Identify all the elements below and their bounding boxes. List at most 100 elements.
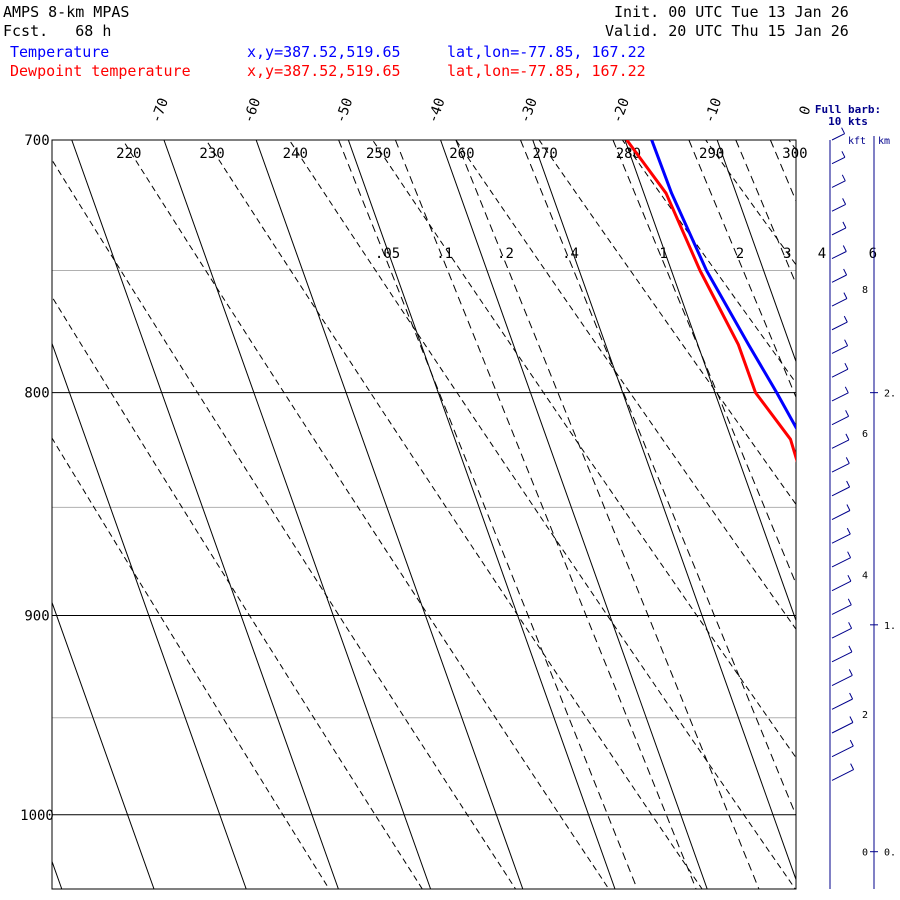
wind-barb <box>831 339 849 354</box>
isotherm-label-0: 0 <box>797 104 815 117</box>
isotherm--40 <box>440 140 708 889</box>
wind-barb <box>831 598 852 615</box>
init-time: Init. 00 UTC Tue 13 Jan 26 <box>614 3 849 21</box>
dry-adiabat-230 <box>205 140 703 889</box>
wind-barb <box>831 410 850 426</box>
wind-barb <box>831 433 850 449</box>
isobar-label-900: 900 <box>24 608 49 624</box>
mixing-ratio-label-2: 2 <box>736 246 744 262</box>
mixing-ratio-label-3: 3 <box>783 246 791 262</box>
wind-barb <box>831 315 848 331</box>
fcst-value: 68 h <box>75 22 112 40</box>
mixing-ratio-label-.05: .05 <box>375 246 400 262</box>
valid-time: Valid. 20 UTC Thu 15 Jan 26 <box>605 22 849 40</box>
dry-adiabat-320 <box>850 0 900 900</box>
height-km-label-2.: 2. <box>884 389 896 400</box>
dry-adiabat-310 <box>768 0 900 900</box>
wind-barb <box>831 268 848 283</box>
height-kft-label-0: 0 <box>862 848 868 859</box>
init-value: 00 UTC Tue 13 Jan 26 <box>668 3 849 21</box>
temperature-line <box>650 140 796 431</box>
isotherm--70 <box>163 140 432 889</box>
model-title: AMPS 8-km MPAS <box>3 3 130 21</box>
mixing-ratio-line-2 <box>688 140 796 399</box>
mixing-ratio-line-0.05 <box>338 140 638 889</box>
isotherm-label--60: -60 <box>241 96 265 125</box>
height-km-label-1.: 1. <box>884 621 896 632</box>
wind-barb <box>831 457 850 473</box>
wind-barb <box>831 739 854 758</box>
legend-temperature-xy: x,y=387.52,519.65 <box>247 43 401 61</box>
isotherm-label--20: -20 <box>609 96 633 125</box>
dry-adiabat-210 <box>52 159 517 889</box>
mixing-ratio-line-0.1 <box>394 140 697 889</box>
wind-barb <box>831 245 847 260</box>
wind-barb <box>831 574 852 592</box>
forecast-hour: Fcst. 68 h <box>3 22 111 40</box>
wind-barb <box>831 716 854 734</box>
init-label: Init. <box>614 3 660 21</box>
wind-barb <box>831 645 853 663</box>
dry-adiabat-280 <box>621 140 796 384</box>
dewpoint-line <box>625 140 796 463</box>
wind-barb <box>831 174 846 188</box>
dry-adiabat-260 <box>455 140 796 631</box>
dry-adiabat-250 <box>371 140 796 759</box>
height-kft-label-8: 8 <box>862 285 868 296</box>
dry-adiabat-240 <box>288 140 796 889</box>
mixing-ratio-line-10 <box>888 140 900 889</box>
wind-barb <box>831 362 849 378</box>
dry-adiabat-270 <box>538 140 796 506</box>
isobar-label-1000: 1000 <box>20 808 54 824</box>
legend-temperature-latlon: lat,lon=-77.85, 167.22 <box>447 43 646 61</box>
isobar-label-800: 800 <box>24 386 49 402</box>
theta-label-220: 220 <box>116 146 141 162</box>
fcst-label: Fcst. <box>3 22 49 40</box>
theta-label-290: 290 <box>699 146 724 162</box>
dry-adiabat-220 <box>122 140 610 889</box>
wind-barb <box>831 763 855 781</box>
dry-adiabat-200 <box>52 295 423 889</box>
mixing-ratio-label-.2: .2 <box>497 246 514 262</box>
valid-label: Valid. <box>605 22 660 40</box>
wind-barb <box>831 386 849 402</box>
wind-barb <box>831 669 853 687</box>
isotherm--30 <box>532 140 796 881</box>
barb-key-line1: Full barb: <box>815 103 881 116</box>
wind-barb <box>831 692 854 710</box>
mixing-ratio-label-6: 6 <box>869 246 877 262</box>
mixing-ratio-line-0.2 <box>455 140 760 889</box>
isobar-label-700: 700 <box>24 133 49 149</box>
wind-barb <box>831 622 853 639</box>
mixing-ratio-line-6 <box>821 140 900 889</box>
isotherm--50 <box>347 140 616 889</box>
mixing-ratio-label-1: 1 <box>659 246 667 262</box>
mixing-ratio-label-4: 4 <box>818 246 826 262</box>
isotherm--90 <box>52 342 247 889</box>
mixing-ratio-line-1 <box>612 140 796 585</box>
isotherm-label--10: -10 <box>702 96 726 125</box>
isotherm--100 <box>52 600 155 889</box>
mixing-ratio-label-.4: .4 <box>562 246 579 262</box>
theta-label-230: 230 <box>199 146 224 162</box>
isotherm--20 <box>624 140 796 622</box>
height-km-label-0.: 0. <box>884 848 896 859</box>
wind-barb <box>831 551 852 568</box>
theta-label-260: 260 <box>449 146 474 162</box>
isotherm--60 <box>255 140 524 889</box>
wind-barb <box>831 127 846 141</box>
wind-barb <box>831 527 851 544</box>
legend-dewpoint-name: Dewpoint temperature <box>10 62 191 80</box>
mixing-ratio-line-0.4 <box>520 140 796 817</box>
kft-unit-label: kft <box>848 136 866 147</box>
plot-frame <box>51 139 797 890</box>
height-kft-label-2: 2 <box>862 710 868 721</box>
dry-adiabat-290 <box>705 140 796 266</box>
height-and-wind-panel: Full barb: 10 kts kft km 8 6 4 2 0 2. 1. 0. <box>815 103 896 889</box>
theta-label-250: 250 <box>366 146 391 162</box>
barb-key-line2: 10 kts <box>828 115 868 128</box>
wind-barb <box>831 504 851 520</box>
wind-barb <box>831 151 846 165</box>
